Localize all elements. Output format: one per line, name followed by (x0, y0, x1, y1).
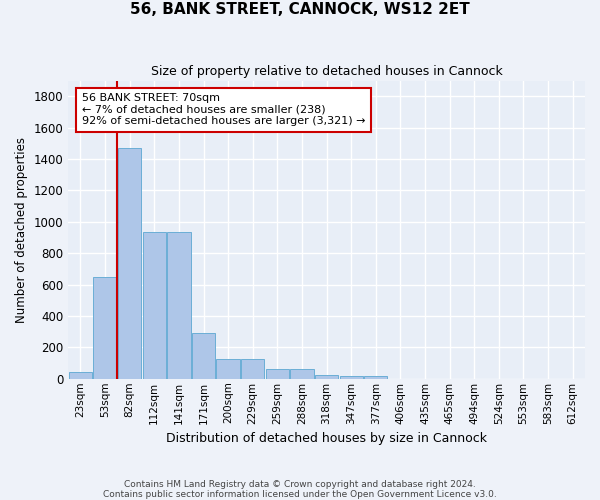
Bar (118, 148, 142, 379)
Bar (192, 333, 215, 379)
Bar (290, 370, 314, 379)
Bar (167, 232, 191, 379)
Text: 56 BANK STREET: 70sqm
← 7% of detached houses are smaller (238)
92% of semi-deta: 56 BANK STREET: 70sqm ← 7% of detached h… (82, 93, 365, 126)
X-axis label: Distribution of detached houses by size in Cannock: Distribution of detached houses by size … (166, 432, 487, 445)
Bar (217, 359, 240, 379)
Bar (364, 376, 388, 379)
Bar (266, 370, 289, 379)
Text: Contains HM Land Registry data © Crown copyright and database right 2024.
Contai: Contains HM Land Registry data © Crown c… (103, 480, 497, 499)
Bar (241, 359, 265, 379)
Bar (340, 376, 363, 379)
Bar (94, 276, 117, 379)
Bar (69, 372, 92, 379)
Y-axis label: Number of detached properties: Number of detached properties (15, 136, 28, 322)
Bar (315, 375, 338, 379)
Title: Size of property relative to detached houses in Cannock: Size of property relative to detached ho… (151, 65, 502, 78)
Bar (143, 232, 166, 379)
Text: 56, BANK STREET, CANNOCK, WS12 2ET: 56, BANK STREET, CANNOCK, WS12 2ET (130, 2, 470, 18)
